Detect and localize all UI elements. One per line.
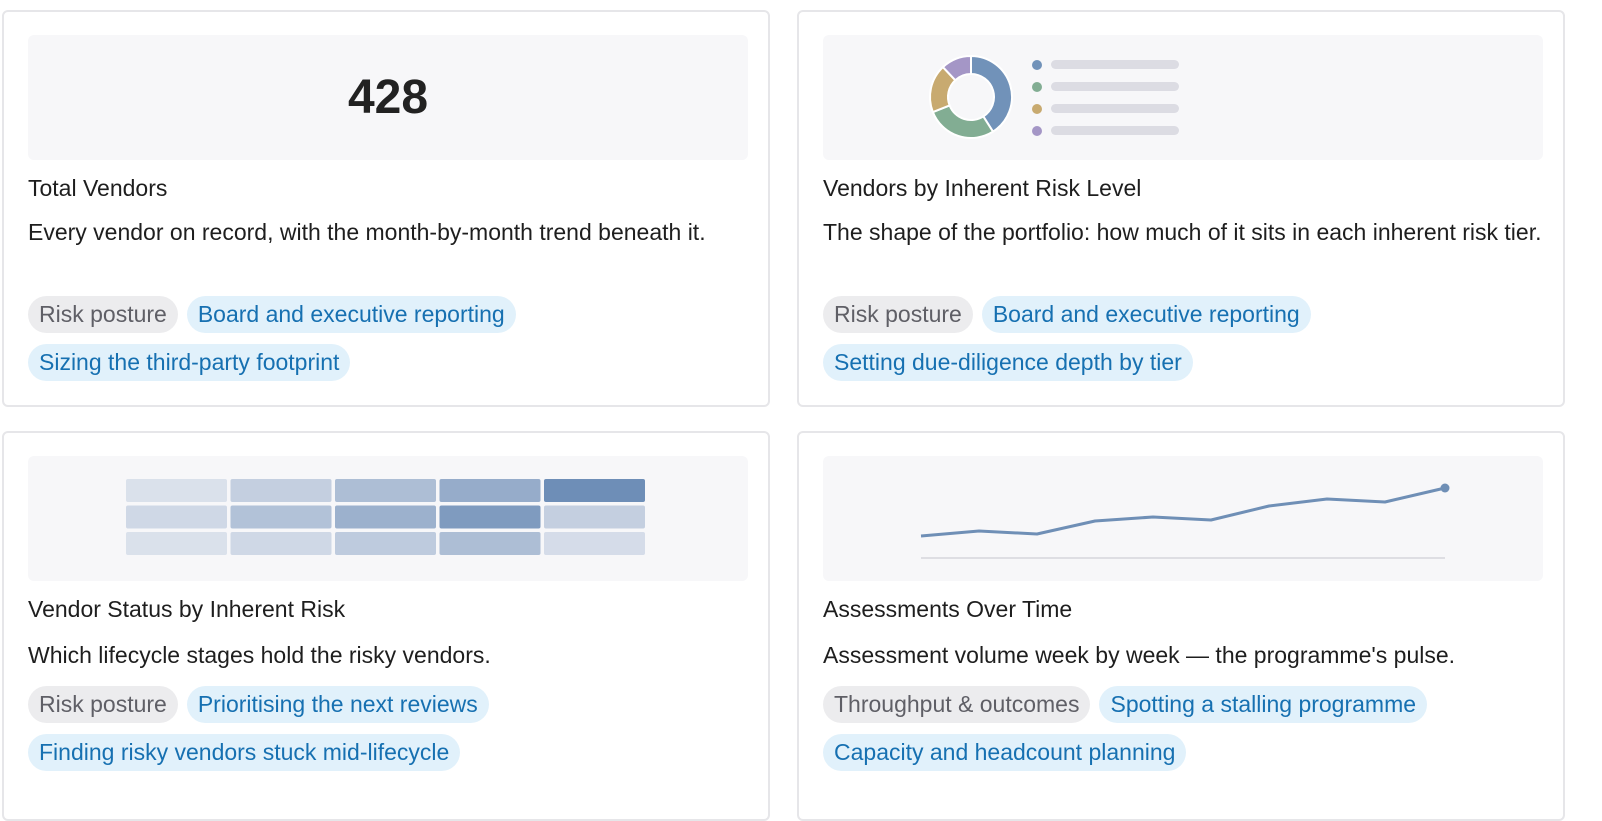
tag-list: Throughput & outcomes Spotting a stallin… [823, 686, 1543, 771]
heatmap-thumbnail [126, 479, 645, 555]
card-assessments-over-time[interactable]: Assessments Over Time Assessment volume … [797, 431, 1565, 821]
tag-category[interactable]: Risk posture [28, 296, 178, 333]
kpi-preview: 428 [28, 35, 748, 160]
card-total-vendors[interactable]: 428 Total Vendors Every vendor on record… [2, 10, 770, 407]
tag-list: Risk posture Board and executive reporti… [28, 296, 748, 381]
legend-dot [1032, 104, 1042, 114]
tag-category[interactable]: Risk posture [28, 686, 178, 723]
heatmap-cell [126, 505, 227, 529]
tag-category[interactable]: Risk posture [823, 296, 973, 333]
heatmap-cell [335, 479, 436, 502]
card-title: Vendor Status by Inherent Risk [28, 596, 346, 622]
legend-dot [1032, 82, 1042, 92]
trend-end-point [1440, 483, 1450, 493]
card-title: Total Vendors [28, 175, 168, 201]
legend-bar [1051, 126, 1179, 135]
heatmap-cell [439, 532, 541, 555]
card-description: Every vendor on record, with the month-b… [28, 219, 706, 245]
heatmap-cell [544, 479, 645, 502]
tag-list: Risk posture Board and executive reporti… [823, 296, 1543, 381]
card-description: Assessment volume week by week — the pro… [823, 642, 1456, 668]
card-description: The shape of the portfolio: how much of … [823, 219, 1542, 245]
heatmap-preview [28, 456, 748, 581]
donut-thumbnail [929, 54, 1179, 139]
donut-legend [1032, 60, 1179, 136]
kpi-value: 428 [347, 71, 429, 124]
card-title: Assessments Over Time [823, 596, 1073, 622]
donut-slice [970, 54, 1013, 133]
card-vendor-status-by-risk[interactable]: Vendor Status by Inherent Risk Which lif… [2, 431, 770, 821]
tag-use-case[interactable]: Board and executive reporting [186, 296, 516, 333]
heatmap-grid [126, 479, 645, 555]
tag-use-case[interactable]: Sizing the third-party footprint [28, 344, 351, 381]
heatmap-cell [544, 532, 645, 555]
line-preview [823, 456, 1543, 581]
heatmap-cell [230, 532, 332, 555]
legend-dot [1032, 60, 1042, 70]
tag-use-case[interactable]: Board and executive reporting [981, 296, 1311, 333]
card-vendors-by-risk-level[interactable]: Vendors by Inherent Risk Level The shape… [797, 10, 1565, 407]
donut-slice [931, 104, 995, 139]
tag-use-case[interactable]: Prioritising the next reviews [186, 686, 489, 723]
legend-bar [1051, 82, 1179, 91]
heatmap-cell [439, 479, 541, 502]
heatmap-cell [230, 479, 332, 502]
heatmap-cell [544, 505, 645, 529]
tag-use-case[interactable]: Setting due-diligence depth by tier [823, 344, 1193, 381]
heatmap-cell [335, 532, 436, 555]
heatmap-cell [230, 505, 332, 529]
heatmap-cell [439, 505, 541, 529]
donut-preview [823, 35, 1543, 160]
heatmap-cell [126, 532, 227, 555]
donut-slice [941, 54, 972, 82]
line-thumbnail [920, 483, 1450, 559]
tag-use-case[interactable]: Capacity and headcount planning [823, 734, 1187, 771]
card-title: Vendors by Inherent Risk Level [823, 175, 1142, 201]
legend-bar [1051, 60, 1179, 69]
heatmap-cell [335, 505, 436, 529]
legend-bar [1051, 104, 1179, 113]
trend-line [920, 486, 1446, 538]
donut-chart [929, 54, 1013, 139]
tag-category[interactable]: Throughput & outcomes [823, 686, 1091, 723]
card-description: Which lifecycle stages hold the risky ve… [28, 642, 491, 668]
tag-list: Risk posture Prioritising the next revie… [28, 686, 748, 771]
tag-use-case[interactable]: Spotting a stalling programme [1099, 686, 1428, 723]
heatmap-cell [126, 479, 227, 502]
tag-use-case[interactable]: Finding risky vendors stuck mid-lifecycl… [28, 734, 461, 771]
legend-dot [1032, 126, 1042, 136]
